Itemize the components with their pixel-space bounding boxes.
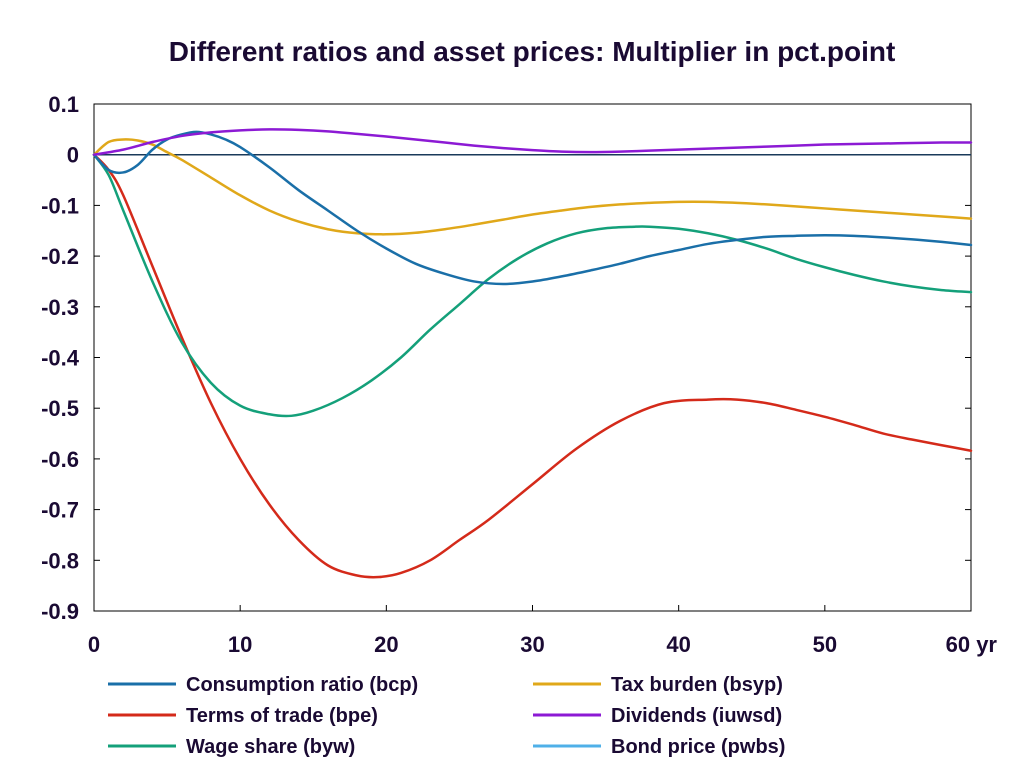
y-tick-label: -0.7 <box>41 498 79 523</box>
legend-label: Terms of trade (bpe) <box>186 705 378 727</box>
x-tick-label: 50 <box>813 632 837 657</box>
x-tick-label: 10 <box>228 632 252 657</box>
y-tick-label: -0.5 <box>41 396 79 421</box>
legend-label: Consumption ratio (bcp) <box>186 674 418 696</box>
series-line-consumption-ratio-bcp- <box>92 130 973 286</box>
y-tick-label: -0.6 <box>41 447 79 472</box>
y-tick-label: -0.3 <box>41 295 79 320</box>
series-line-dividends-iuwsd- <box>92 128 973 156</box>
series-lines <box>92 128 973 579</box>
x-tick-label: 20 <box>374 632 398 657</box>
y-tick-label: -0.4 <box>41 346 80 371</box>
y-tick-label: -0.2 <box>41 244 79 269</box>
y-tick-label: -0.1 <box>41 193 79 218</box>
legend: Consumption ratio (bcp) Tax burden (bsyp)… <box>108 674 785 758</box>
y-tick-label: 0.1 <box>48 92 79 117</box>
series-line-wage-share-byw- <box>92 153 973 418</box>
y-axis: 0.1 0 -0.1 -0.2 -0.3 -0.4 -0.5 -0.6 -0.7 -0.8 -0.9 <box>41 92 971 624</box>
series-line-terms-of-trade-bpe- <box>92 153 973 579</box>
plot-area-frame <box>93 103 972 612</box>
y-tick-label: -0.9 <box>41 599 79 624</box>
x-axis: 0 10 20 30 40 50 60 yr <box>88 605 998 657</box>
legend-label: Dividends (iuwsd) <box>611 705 782 727</box>
y-tick-label: -0.8 <box>41 548 79 573</box>
x-tick-label: 30 <box>520 632 544 657</box>
y-tick-label: 0 <box>67 143 79 168</box>
x-tick-label: 60 yr <box>946 632 998 657</box>
chart-title: Different ratios and asset prices: Multi… <box>169 36 896 67</box>
x-tick-label: 40 <box>666 632 690 657</box>
legend-label: Tax burden (bsyp) <box>611 674 783 696</box>
legend-label: Bond price (pwbs) <box>611 736 785 758</box>
legend-label: Wage share (byw) <box>186 736 355 758</box>
x-tick-label: 0 <box>88 632 100 657</box>
series-line-tax-burden-bsyp- <box>92 138 973 236</box>
